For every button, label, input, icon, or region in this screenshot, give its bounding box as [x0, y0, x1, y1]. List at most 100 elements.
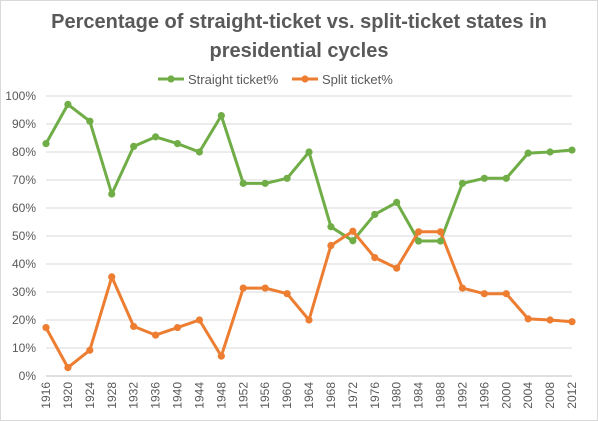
data-point: [349, 237, 357, 245]
data-point: [546, 148, 554, 156]
data-point: [458, 284, 467, 292]
data-point: [195, 148, 204, 156]
x-tick-label: 1988: [434, 382, 448, 409]
gridlines: [46, 95, 572, 377]
data-point: [151, 133, 160, 141]
x-tick-label: 1940: [171, 382, 185, 409]
data-point: [414, 237, 423, 245]
y-tick-label: 100%: [5, 89, 36, 103]
x-tick-label: 1960: [280, 382, 294, 409]
data-point: [130, 142, 138, 150]
x-tick-label: 1932: [127, 382, 141, 409]
x-tick-label: 1972: [346, 382, 360, 409]
data-point: [568, 318, 576, 326]
x-tick-label: 1924: [83, 382, 97, 409]
chart-title-line-2: presidential cycles: [209, 40, 389, 62]
data-point: [217, 352, 225, 360]
legend-label: Split ticket%: [322, 72, 393, 87]
y-tick-label: 40%: [12, 257, 36, 271]
x-tick-label: 1996: [477, 382, 491, 409]
data-point: [327, 241, 335, 250]
x-axis-ticks: 1916 1920 1924 1928 1932 1936 1940 1944 1948 1952…: [39, 382, 579, 409]
data-point: [173, 323, 182, 332]
x-tick-label: 2000: [499, 382, 513, 409]
x-tick-label: 1920: [61, 382, 75, 409]
legend-marker: [301, 75, 309, 83]
x-tick-label: 1964: [302, 382, 316, 409]
x-tick-label: 1916: [39, 382, 53, 409]
y-tick-label: 0%: [19, 369, 37, 383]
y-tick-label: 20%: [12, 313, 36, 327]
data-point: [524, 315, 532, 323]
data-point: [239, 179, 247, 187]
data-point: [393, 264, 401, 272]
series-line-split-ticket: [44, 229, 573, 370]
data-point: [480, 290, 488, 298]
x-tick-label: 1956: [258, 382, 272, 409]
data-point: [108, 190, 116, 198]
data-point: [327, 223, 335, 231]
x-tick-label: 2004: [521, 382, 535, 409]
data-point: [42, 140, 50, 148]
x-tick-label: 1976: [368, 382, 382, 409]
data-point: [173, 140, 182, 148]
data-point: [195, 316, 204, 324]
x-tick-label: 1952: [236, 382, 250, 409]
x-tick-label: 1928: [105, 382, 119, 409]
data-point: [458, 179, 467, 187]
data-point: [108, 273, 116, 281]
data-point: [502, 290, 510, 298]
data-point: [349, 227, 357, 235]
data-point: [305, 316, 313, 324]
y-tick-label: 10%: [12, 341, 36, 355]
x-tick-label: 1944: [192, 382, 206, 409]
y-tick-label: 50%: [12, 229, 36, 243]
y-tick-label: 30%: [12, 285, 36, 299]
chart-title: Percentage of straight-ticket vs. split-…: [0, 8, 598, 66]
chart-title-line-1: Percentage of straight-ticket vs. split-…: [51, 11, 547, 33]
data-point: [524, 149, 532, 157]
x-tick-label: 2008: [543, 382, 557, 409]
data-point: [568, 146, 576, 154]
data-point: [546, 316, 554, 324]
y-tick-label: 90%: [12, 117, 36, 131]
y-tick-label: 80%: [12, 145, 36, 159]
legend: Straight ticket% Split ticket%: [158, 72, 393, 87]
data-point: [86, 346, 94, 354]
y-tick-label: 60%: [12, 201, 36, 215]
data-point: [217, 112, 225, 120]
data-point: [261, 284, 269, 292]
x-tick-label: 1980: [390, 382, 404, 409]
x-tick-label: 1992: [455, 382, 469, 409]
data-point: [371, 210, 379, 219]
data-point: [261, 179, 269, 187]
data-point: [64, 100, 72, 108]
y-tick-label: 70%: [12, 173, 36, 187]
data-point: [239, 284, 247, 292]
x-tick-label: 2012: [565, 382, 579, 409]
data-point: [393, 198, 401, 206]
data-point: [502, 174, 510, 182]
data-point: [42, 323, 50, 332]
data-point: [64, 364, 72, 372]
data-point: [371, 253, 379, 262]
data-point: [305, 148, 313, 156]
data-point: [151, 331, 160, 339]
x-tick-label: 1968: [324, 382, 338, 409]
series-line-straight-ticket: [44, 102, 573, 243]
y-axis-ticks: 0% 10% 20% 30% 40% 50% 60% 70% 80% 90% 100%: [5, 89, 36, 383]
data-point: [130, 322, 138, 331]
data-point: [436, 228, 445, 236]
legend-label: Straight ticket%: [188, 72, 279, 87]
data-point: [436, 237, 445, 245]
legend-marker: [167, 75, 175, 83]
series-points: [42, 100, 576, 372]
x-tick-label: 1936: [149, 382, 163, 409]
data-point: [414, 228, 423, 236]
data-point: [283, 290, 291, 298]
x-tick-label: 1984: [412, 382, 426, 409]
x-tick-label: 1948: [214, 382, 228, 409]
data-point: [283, 174, 291, 182]
